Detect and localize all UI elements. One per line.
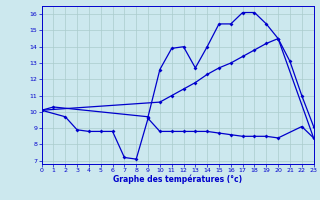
X-axis label: Graphe des températures (°c): Graphe des températures (°c) (113, 175, 242, 184)
